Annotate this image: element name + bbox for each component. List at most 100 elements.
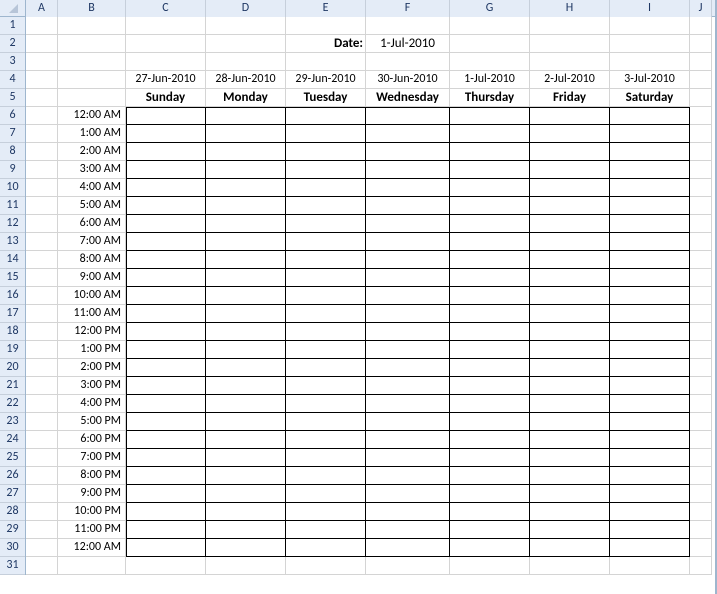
cell-C15[interactable] bbox=[126, 269, 206, 287]
cell-B1[interactable] bbox=[58, 17, 126, 35]
cell-D21[interactable] bbox=[206, 377, 286, 395]
row-header-6[interactable]: 6 bbox=[0, 107, 25, 125]
cell-H16[interactable] bbox=[530, 287, 610, 305]
cell-I23[interactable] bbox=[610, 413, 690, 431]
cell-D15[interactable] bbox=[206, 269, 286, 287]
cell-J16[interactable] bbox=[690, 287, 712, 305]
row-header-8[interactable]: 8 bbox=[0, 143, 25, 161]
cell-D12[interactable] bbox=[206, 215, 286, 233]
cell-F7[interactable] bbox=[366, 125, 450, 143]
cell-D1[interactable] bbox=[206, 17, 286, 35]
cell-B4[interactable] bbox=[58, 71, 126, 89]
cell-C17[interactable] bbox=[126, 305, 206, 323]
cell-J12[interactable] bbox=[690, 215, 712, 233]
cell-D18[interactable] bbox=[206, 323, 286, 341]
cell-B25[interactable]: 7:00 PM bbox=[58, 449, 126, 467]
cell-J7[interactable] bbox=[690, 125, 712, 143]
cell-F28[interactable] bbox=[366, 503, 450, 521]
cell-B13[interactable]: 7:00 AM bbox=[58, 233, 126, 251]
cell-F19[interactable] bbox=[366, 341, 450, 359]
cell-E6[interactable] bbox=[286, 107, 366, 125]
cell-I25[interactable] bbox=[610, 449, 690, 467]
cell-G28[interactable] bbox=[450, 503, 530, 521]
cell-H30[interactable] bbox=[530, 539, 610, 557]
cell-G17[interactable] bbox=[450, 305, 530, 323]
cell-F17[interactable] bbox=[366, 305, 450, 323]
cell-B5[interactable] bbox=[58, 89, 126, 107]
cell-B6[interactable]: 12:00 AM bbox=[58, 107, 126, 125]
cell-G10[interactable] bbox=[450, 179, 530, 197]
cell-I27[interactable] bbox=[610, 485, 690, 503]
cell-G31[interactable] bbox=[450, 557, 530, 575]
cell-E19[interactable] bbox=[286, 341, 366, 359]
cell-C12[interactable] bbox=[126, 215, 206, 233]
cell-F20[interactable] bbox=[366, 359, 450, 377]
cell-C10[interactable] bbox=[126, 179, 206, 197]
cell-C26[interactable] bbox=[126, 467, 206, 485]
cell-H20[interactable] bbox=[530, 359, 610, 377]
row-header-10[interactable]: 10 bbox=[0, 179, 25, 197]
cell-H28[interactable] bbox=[530, 503, 610, 521]
cell-G4[interactable]: 1-Jul-2010 bbox=[450, 71, 530, 89]
row-header-17[interactable]: 17 bbox=[0, 305, 25, 323]
cell-E24[interactable] bbox=[286, 431, 366, 449]
cell-B20[interactable]: 2:00 PM bbox=[58, 359, 126, 377]
cell-D11[interactable] bbox=[206, 197, 286, 215]
cell-J26[interactable] bbox=[690, 467, 712, 485]
cell-H26[interactable] bbox=[530, 467, 610, 485]
cell-B27[interactable]: 9:00 PM bbox=[58, 485, 126, 503]
cell-J5[interactable] bbox=[690, 89, 712, 107]
cell-B24[interactable]: 6:00 PM bbox=[58, 431, 126, 449]
cell-H24[interactable] bbox=[530, 431, 610, 449]
cell-H23[interactable] bbox=[530, 413, 610, 431]
cell-A14[interactable] bbox=[26, 251, 58, 269]
cell-A31[interactable] bbox=[26, 557, 58, 575]
cell-E21[interactable] bbox=[286, 377, 366, 395]
cell-F24[interactable] bbox=[366, 431, 450, 449]
cell-E22[interactable] bbox=[286, 395, 366, 413]
cell-E20[interactable] bbox=[286, 359, 366, 377]
cell-D5[interactable]: Monday bbox=[206, 89, 286, 107]
row-header-27[interactable]: 27 bbox=[0, 485, 25, 503]
cell-H10[interactable] bbox=[530, 179, 610, 197]
cell-H27[interactable] bbox=[530, 485, 610, 503]
cell-J31[interactable] bbox=[690, 557, 712, 575]
cell-H8[interactable] bbox=[530, 143, 610, 161]
cell-C16[interactable] bbox=[126, 287, 206, 305]
cell-F26[interactable] bbox=[366, 467, 450, 485]
cell-F14[interactable] bbox=[366, 251, 450, 269]
cell-H7[interactable] bbox=[530, 125, 610, 143]
cell-I14[interactable] bbox=[610, 251, 690, 269]
row-header-19[interactable]: 19 bbox=[0, 341, 25, 359]
cell-C24[interactable] bbox=[126, 431, 206, 449]
cell-J2[interactable] bbox=[690, 35, 712, 53]
cell-J13[interactable] bbox=[690, 233, 712, 251]
cell-J18[interactable] bbox=[690, 323, 712, 341]
cell-A24[interactable] bbox=[26, 431, 58, 449]
cell-E29[interactable] bbox=[286, 521, 366, 539]
cell-I12[interactable] bbox=[610, 215, 690, 233]
cell-C18[interactable] bbox=[126, 323, 206, 341]
cell-H18[interactable] bbox=[530, 323, 610, 341]
cell-E1[interactable] bbox=[286, 17, 366, 35]
cell-F30[interactable] bbox=[366, 539, 450, 557]
cell-G2[interactable] bbox=[450, 35, 530, 53]
cell-C2[interactable] bbox=[126, 35, 206, 53]
cell-H14[interactable] bbox=[530, 251, 610, 269]
cell-I29[interactable] bbox=[610, 521, 690, 539]
cell-B12[interactable]: 6:00 AM bbox=[58, 215, 126, 233]
cell-C11[interactable] bbox=[126, 197, 206, 215]
cell-A12[interactable] bbox=[26, 215, 58, 233]
cell-G24[interactable] bbox=[450, 431, 530, 449]
cell-J21[interactable] bbox=[690, 377, 712, 395]
cell-G22[interactable] bbox=[450, 395, 530, 413]
column-header-C[interactable]: C bbox=[126, 0, 206, 17]
cell-F11[interactable] bbox=[366, 197, 450, 215]
cell-F2[interactable]: 1-Jul-2010 bbox=[366, 35, 450, 53]
column-header-I[interactable]: I bbox=[610, 0, 690, 17]
cell-B30[interactable]: 12:00 AM bbox=[58, 539, 126, 557]
cell-F22[interactable] bbox=[366, 395, 450, 413]
cell-E7[interactable] bbox=[286, 125, 366, 143]
cell-G6[interactable] bbox=[450, 107, 530, 125]
cell-F3[interactable] bbox=[366, 53, 450, 71]
